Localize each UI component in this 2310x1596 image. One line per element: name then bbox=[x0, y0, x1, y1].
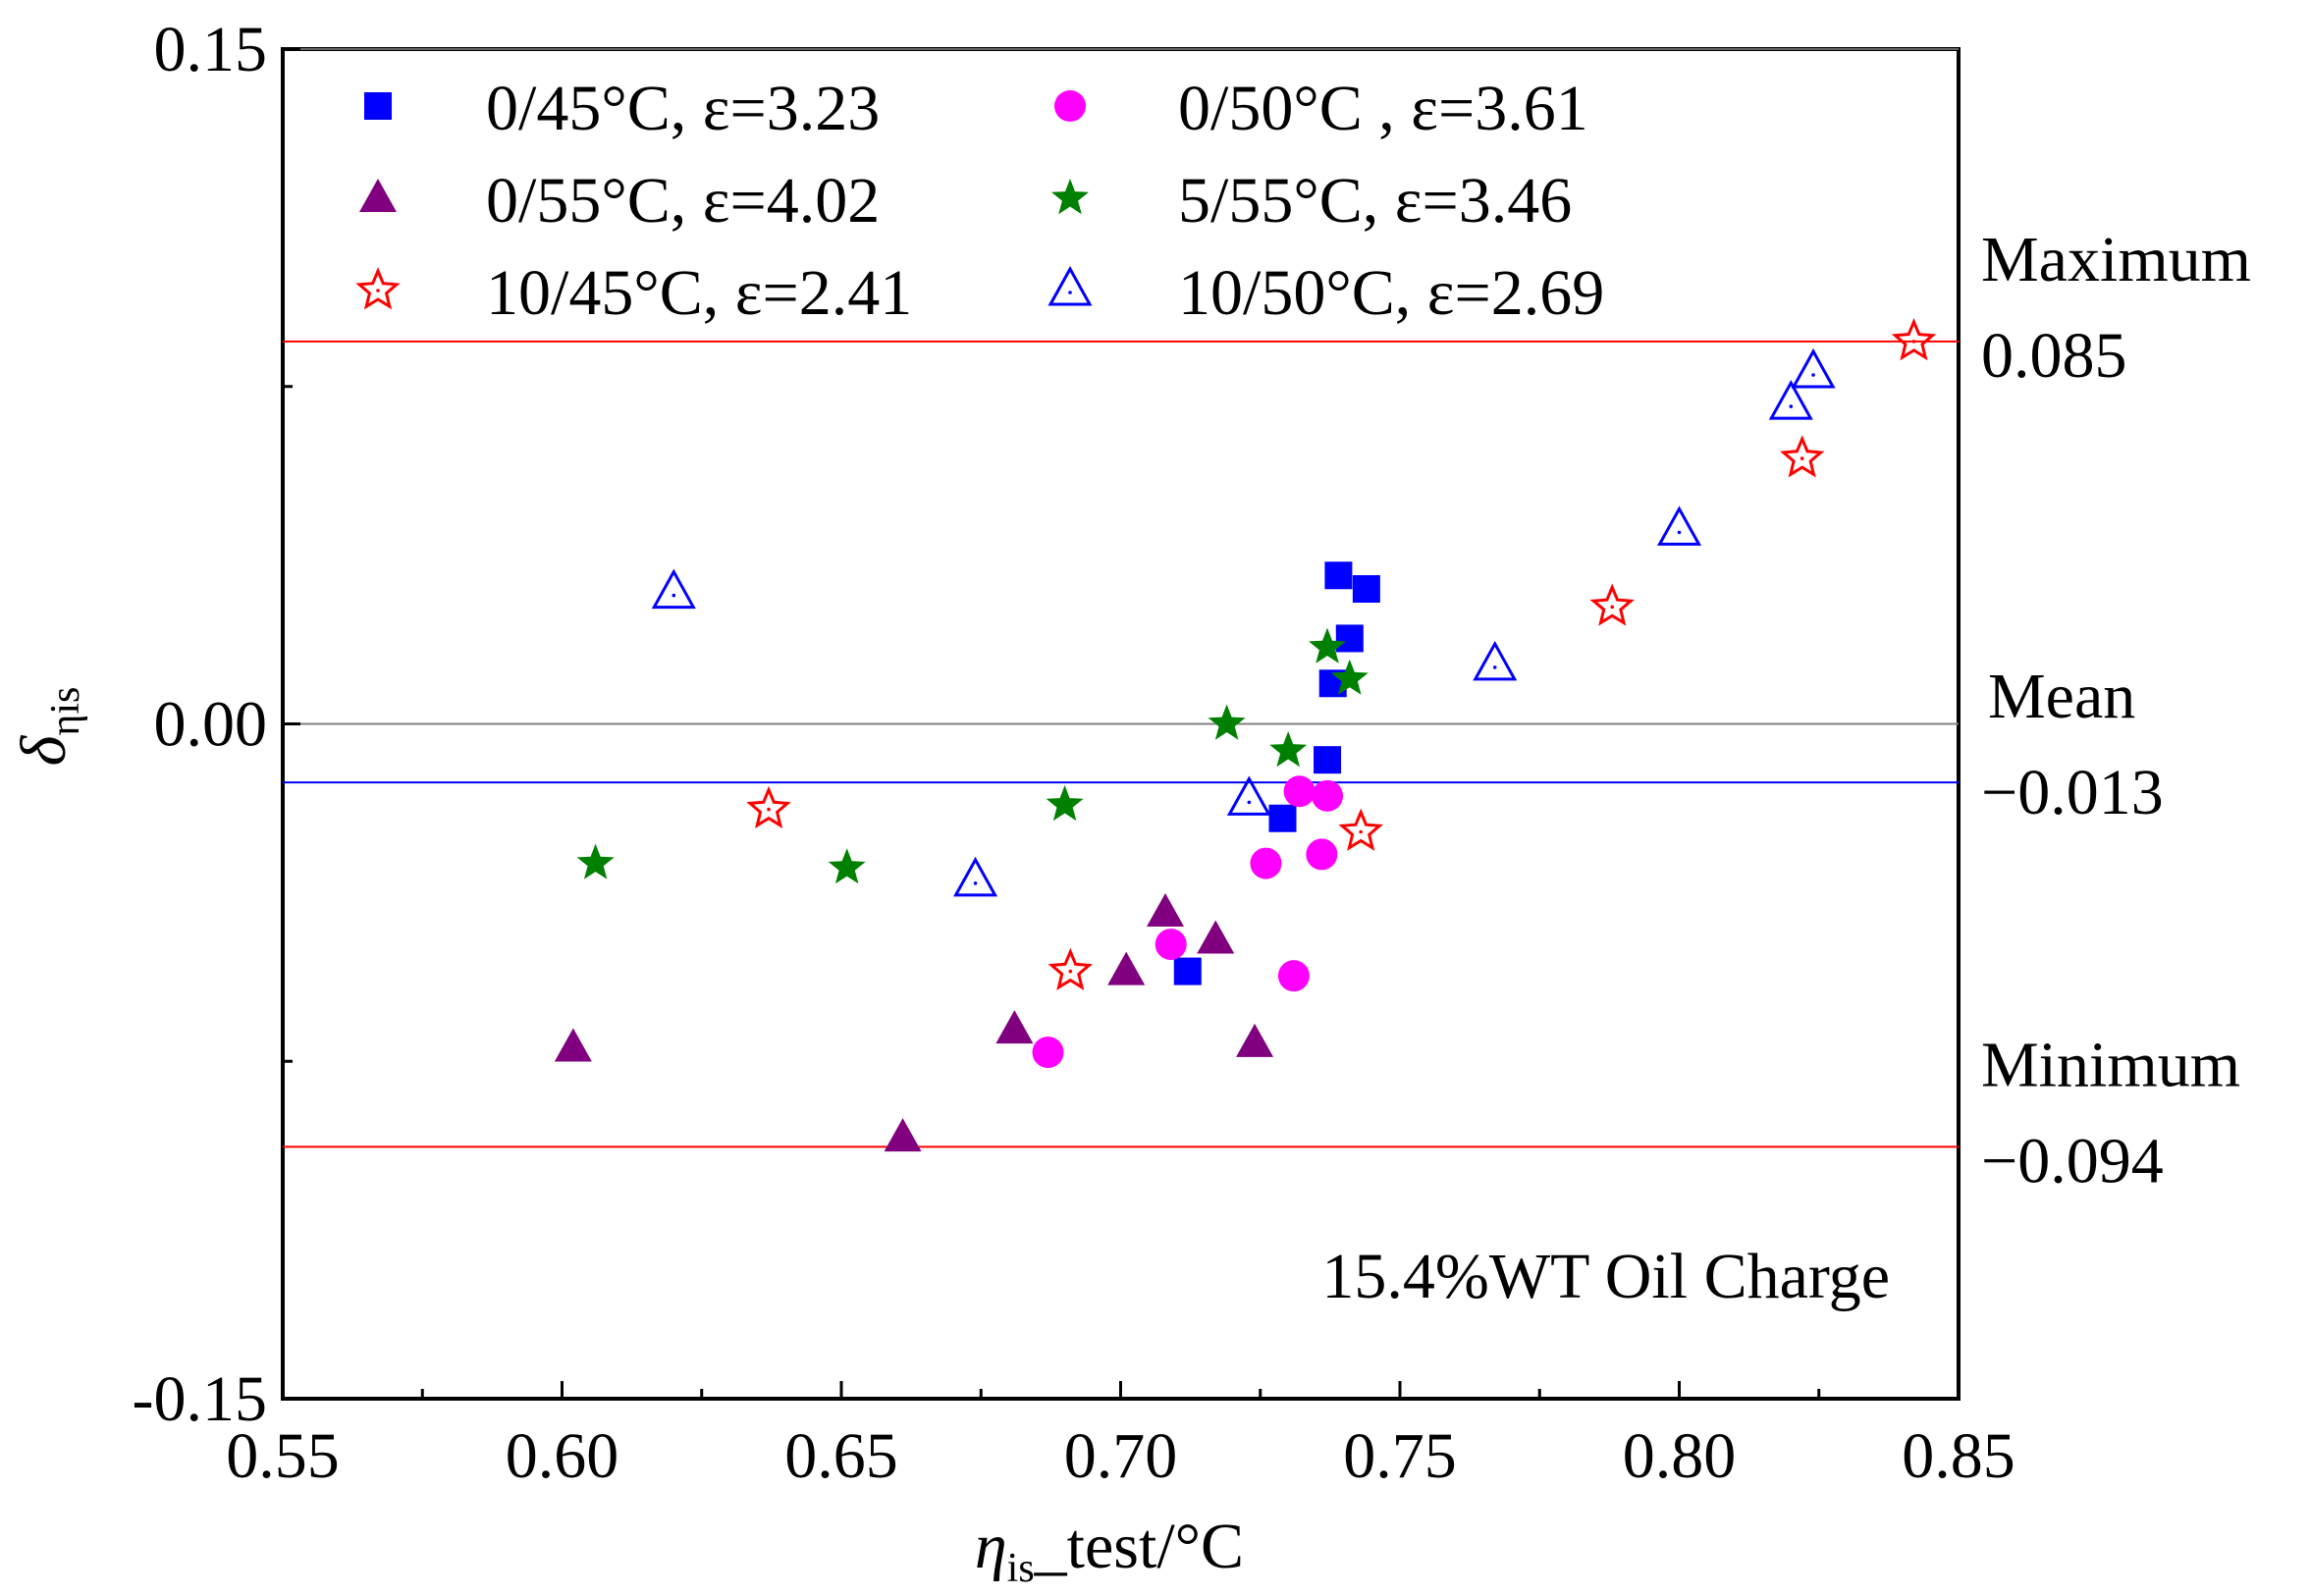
reference-lines bbox=[283, 340, 1959, 1148]
reference-value: −0.094 bbox=[1981, 1125, 2164, 1197]
reference-label: Mean bbox=[1988, 661, 2135, 732]
data-point bbox=[1780, 435, 1825, 478]
data-point bbox=[828, 848, 866, 884]
reference-line-labels: Maximum 0.085 Mean −0.013 Minimum −0.094 bbox=[1981, 224, 2251, 1197]
data-point bbox=[1268, 804, 1297, 832]
y-axis-title-symbol: δ bbox=[8, 734, 80, 766]
legend-label: 5/55°C, ε=3.46 bbox=[1178, 165, 1572, 237]
data-point bbox=[554, 1028, 592, 1062]
data-point bbox=[651, 568, 696, 610]
data-point bbox=[1107, 951, 1146, 985]
legend-label: 0/50°C , ε=3.61 bbox=[1178, 73, 1588, 144]
oil-charge-annotation: 15.4%WT Oil Charge bbox=[1321, 1241, 1890, 1312]
x-tick-label: 0.75 bbox=[1343, 1420, 1457, 1492]
x-tick-label: 0.65 bbox=[784, 1420, 898, 1492]
y-tick-label: 0.00 bbox=[154, 689, 268, 761]
y-axis-title-subscript: ηis bbox=[43, 687, 88, 736]
data-point bbox=[884, 1118, 922, 1152]
data-point bbox=[953, 856, 998, 897]
data-point bbox=[1656, 505, 1702, 546]
legend-marker bbox=[1048, 265, 1093, 306]
x-axis-title: ηis_test/°C bbox=[975, 1511, 1244, 1591]
legend-marker bbox=[364, 92, 392, 120]
data-point bbox=[1269, 731, 1308, 768]
legend-marker bbox=[355, 267, 401, 310]
x-axis-title-symbol: η bbox=[975, 1511, 1007, 1582]
data-point bbox=[1250, 847, 1282, 879]
data-point bbox=[1236, 1023, 1274, 1057]
x-tick-label: 0.85 bbox=[1902, 1420, 2015, 1492]
reference-value: −0.013 bbox=[1981, 757, 2164, 828]
x-axis-title-subscript: is bbox=[1007, 1546, 1035, 1591]
data-point bbox=[1208, 704, 1246, 740]
reference-value: 0.085 bbox=[1981, 320, 2127, 392]
x-tick-label: 0.70 bbox=[1064, 1420, 1178, 1492]
data-point bbox=[1306, 838, 1338, 871]
x-tick-label: 0.80 bbox=[1623, 1420, 1737, 1492]
x-tick-label: 0.55 bbox=[226, 1420, 340, 1492]
data-point bbox=[1768, 379, 1813, 420]
data-point bbox=[1197, 920, 1235, 954]
legend-label: 10/50°C, ε=2.69 bbox=[1178, 257, 1604, 329]
data-point bbox=[1032, 1037, 1064, 1069]
data-point bbox=[1791, 347, 1836, 389]
data-point bbox=[1309, 627, 1347, 664]
data-point bbox=[1338, 808, 1383, 851]
data-point bbox=[1312, 779, 1344, 812]
data-point bbox=[746, 785, 791, 828]
data-point bbox=[1314, 746, 1342, 774]
data-point bbox=[1473, 640, 1518, 681]
data-point bbox=[1589, 583, 1635, 626]
data-point bbox=[1173, 957, 1202, 985]
data-point bbox=[1226, 775, 1271, 816]
legend: 0/45°C, ε=3.23 0/50°C , ε=3.61 0/55°C, ε=4… bbox=[355, 73, 1604, 329]
axis-ticks: 0.55 0.60 0.65 0.70 0.75 0.80 0.85 0.15 0.00 -0.1… bbox=[133, 14, 2015, 1492]
data-point bbox=[1324, 561, 1353, 590]
y-axis-title: δηis bbox=[8, 687, 88, 767]
legend-marker bbox=[1054, 90, 1086, 122]
data-point bbox=[1352, 575, 1380, 603]
data-point bbox=[576, 843, 615, 879]
x-axis-title-rest: _test/°C bbox=[1034, 1511, 1244, 1582]
data-points bbox=[554, 318, 1937, 1152]
legend-marker bbox=[1051, 179, 1089, 215]
legend-marker bbox=[359, 179, 397, 212]
data-point bbox=[1891, 318, 1937, 361]
data-point bbox=[995, 1010, 1034, 1044]
data-point bbox=[1147, 893, 1185, 927]
data-point bbox=[1330, 659, 1369, 695]
y-tick-label: -0.15 bbox=[133, 1363, 267, 1435]
legend-label: 0/45°C, ε=3.23 bbox=[486, 73, 880, 144]
data-point bbox=[1283, 775, 1316, 808]
data-point bbox=[1335, 624, 1364, 653]
data-point bbox=[1048, 947, 1094, 990]
x-tick-label: 0.60 bbox=[506, 1420, 619, 1492]
legend-label: 0/55°C, ε=4.02 bbox=[486, 165, 880, 237]
data-point bbox=[1046, 785, 1084, 822]
reference-label: Minimum bbox=[1981, 1029, 2240, 1100]
y-tick-label: 0.15 bbox=[154, 14, 268, 85]
legend-label: 10/45°C, ε=2.41 bbox=[486, 257, 912, 329]
data-point bbox=[1155, 929, 1187, 961]
reference-label: Maximum bbox=[1981, 224, 2251, 295]
data-point bbox=[1277, 960, 1310, 992]
